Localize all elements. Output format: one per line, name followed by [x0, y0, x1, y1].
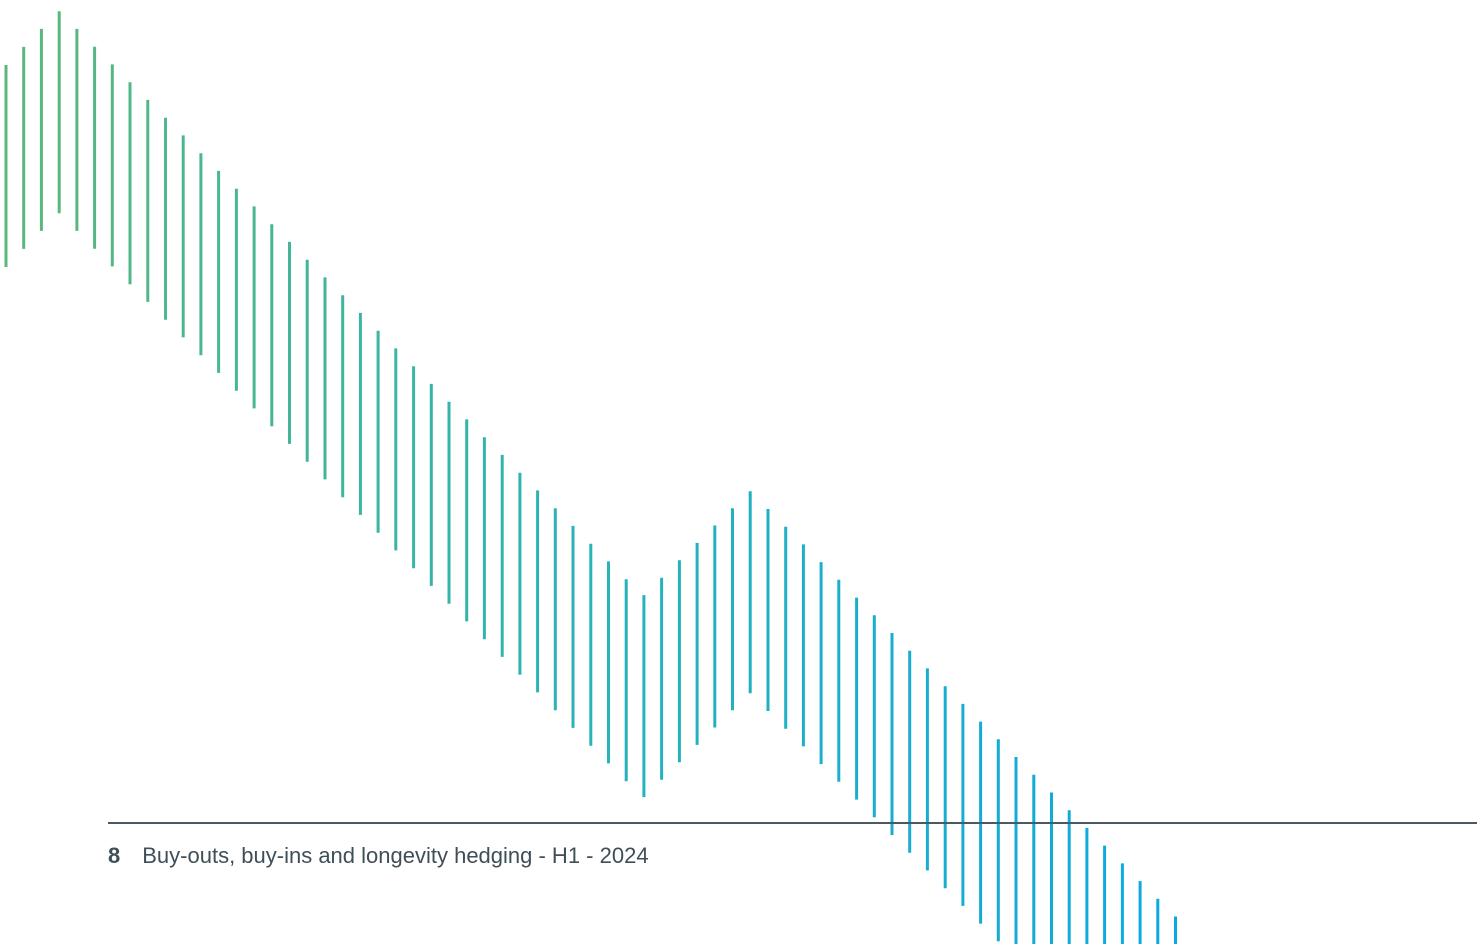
running-title: Buy-outs, buy-ins and longevity hedging … — [142, 843, 649, 868]
page-number: 8 — [108, 843, 121, 868]
page-footer: 8 Buy-outs, buy-ins and longevity hedgin… — [108, 841, 649, 871]
footer-rule — [108, 822, 1477, 824]
